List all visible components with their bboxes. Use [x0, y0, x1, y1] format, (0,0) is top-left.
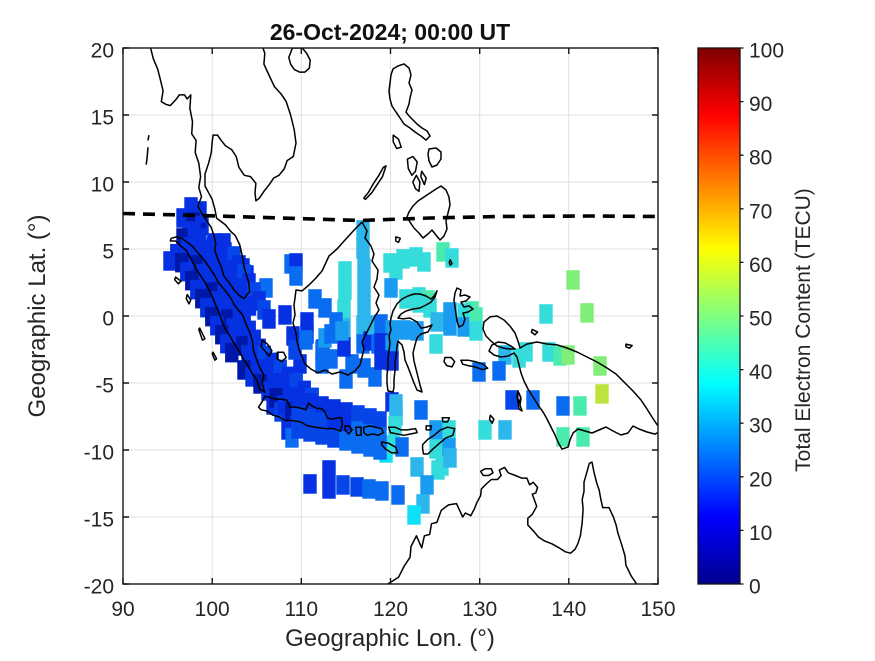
svg-text:20: 20	[91, 40, 114, 63]
svg-text:90: 90	[111, 598, 134, 621]
svg-text:10: 10	[749, 522, 772, 545]
svg-text:30: 30	[749, 415, 772, 438]
svg-text:0: 0	[102, 308, 114, 331]
svg-text:90: 90	[749, 93, 772, 116]
svg-text:-10: -10	[84, 442, 114, 465]
svg-text:-5: -5	[95, 375, 114, 398]
svg-text:100: 100	[749, 40, 784, 63]
svg-text:130: 130	[462, 598, 497, 621]
svg-text:150: 150	[640, 598, 675, 621]
svg-text:Total Electron Content (TECU): Total Electron Content (TECU)	[792, 188, 815, 472]
svg-text:10: 10	[91, 174, 114, 197]
svg-text:140: 140	[551, 598, 586, 621]
svg-text:-20: -20	[84, 576, 114, 599]
svg-text:Geographic Lon. (°): Geographic Lon. (°)	[285, 625, 495, 652]
svg-text:26-Oct-2024; 00:00 UT: 26-Oct-2024; 00:00 UT	[270, 19, 510, 45]
svg-text:100: 100	[195, 598, 230, 621]
svg-text:-15: -15	[84, 509, 114, 532]
svg-text:80: 80	[749, 147, 772, 170]
svg-text:70: 70	[749, 200, 772, 223]
svg-text:120: 120	[373, 598, 408, 621]
svg-text:20: 20	[749, 468, 772, 491]
svg-text:50: 50	[749, 308, 772, 331]
svg-text:5: 5	[102, 241, 114, 264]
svg-text:0: 0	[749, 576, 761, 599]
svg-text:60: 60	[749, 254, 772, 277]
svg-text:15: 15	[91, 107, 114, 130]
svg-text:40: 40	[749, 361, 772, 384]
svg-text:110: 110	[285, 598, 318, 621]
svg-text:Geographic Lat. (°): Geographic Lat. (°)	[24, 214, 51, 417]
